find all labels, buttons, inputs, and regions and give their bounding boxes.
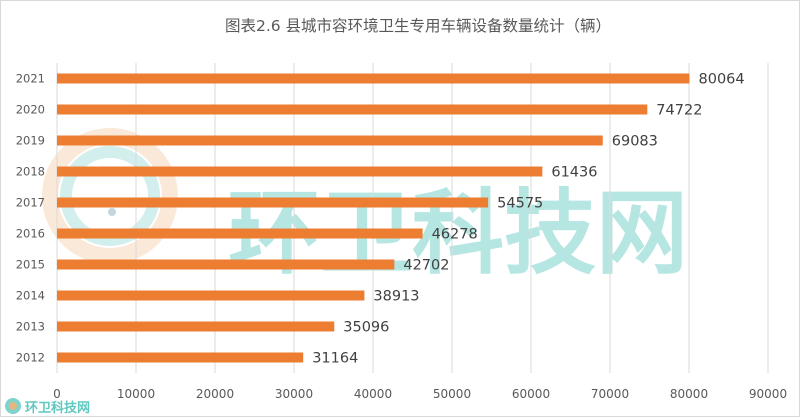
data-label: 80064 [699,72,745,88]
bars [57,73,690,363]
category-label: 2012 [16,351,45,365]
category-label: 2017 [16,196,45,210]
data-label: 46278 [432,227,478,243]
data-labels: 80064 74722 69083 61436 54575 46278 42702 38913… [312,72,744,367]
category-label: 2018 [16,165,45,179]
category-label: 2014 [16,289,45,303]
x-tick-label: 70000 [591,387,629,401]
x-tick-label: 20000 [196,387,234,401]
x-tick-label: 50000 [433,387,471,401]
bar [57,73,690,84]
data-label: 38913 [373,289,419,305]
category-axis: 2021 2020 2019 2018 2017 2016 2015 2014 2013 2012 [16,72,45,365]
x-tick-label: 10000 [117,387,155,401]
category-label: 2015 [16,258,45,272]
data-label: 31164 [312,351,358,367]
category-label: 2021 [16,72,45,86]
gridlines [56,63,769,373]
bar [57,352,304,363]
data-label: 74722 [656,103,702,119]
bar [57,321,335,332]
x-tick-label: 0 [53,387,61,401]
corner-watermark-text: 环卫科技网 [25,400,90,416]
x-tick-label: 40000 [354,387,392,401]
x-tick-label: 90000 [749,387,787,401]
category-label: 2019 [16,134,45,148]
data-label: 42702 [403,258,449,274]
category-label: 2013 [16,320,45,334]
bar [57,228,423,239]
x-tick-label: 60000 [512,387,550,401]
bar [57,259,395,270]
bar [57,104,648,115]
data-label: 54575 [497,196,543,212]
category-label: 2016 [16,227,45,241]
corner-watermark: 环卫科技网 [5,398,90,416]
chart-title: 图表2.6 县城市容环境卫生专用车辆设备数量统计（辆） [225,16,611,35]
bar [57,290,365,301]
data-label: 69083 [612,134,658,150]
bar [57,166,543,177]
bar [57,197,489,208]
data-label: 61436 [551,165,597,181]
bar [57,135,603,146]
value-axis: 0 10000 20000 30000 40000 50000 60000 70000 8000… [53,387,787,401]
x-tick-label: 80000 [670,387,708,401]
data-label: 35096 [343,320,389,336]
category-label: 2020 [16,103,45,117]
x-tick-label: 30000 [275,387,313,401]
